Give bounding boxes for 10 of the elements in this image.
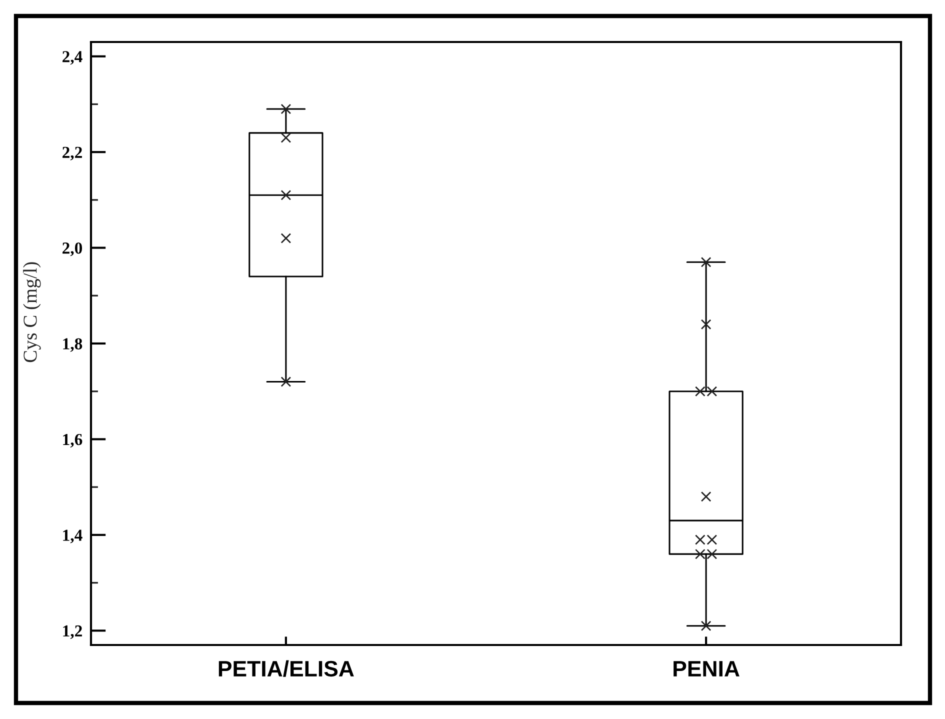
y-tick-label: 2,0	[62, 242, 82, 256]
y-tick-label: 1,6	[63, 434, 82, 448]
y-tick-label: 1,2	[63, 625, 82, 640]
y-tick-label: 1,8	[63, 338, 82, 352]
y-tick-label: 2,4	[62, 51, 82, 65]
y-axis-title: Cys C (mg/l)	[23, 262, 41, 362]
y-tick-label: 1,4	[63, 530, 82, 544]
y-tick-label: 2,2	[62, 146, 82, 160]
x-tick-label: PENIA	[674, 661, 740, 676]
x-tick-label: PETIA/ELISA	[218, 660, 354, 677]
